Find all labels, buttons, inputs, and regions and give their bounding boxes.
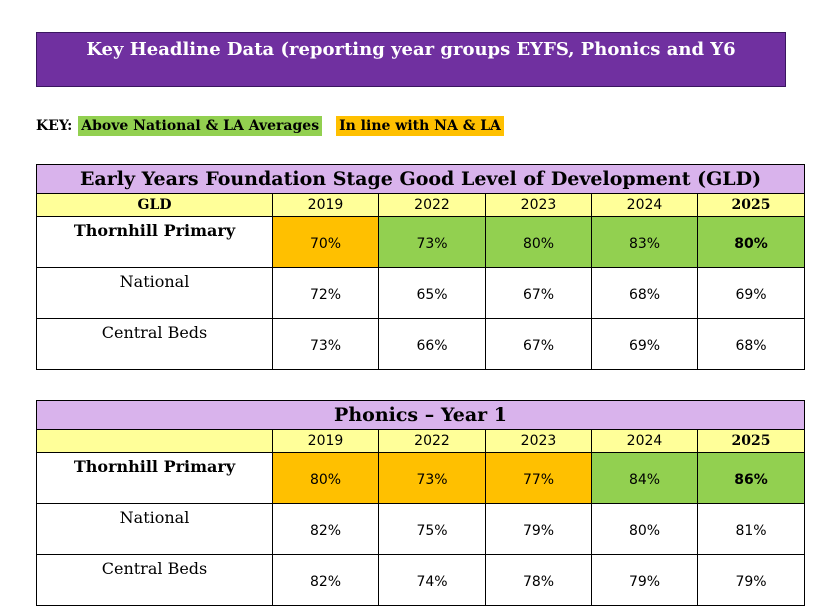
eyfs-year-header: 2023 [485,193,592,217]
row-label-central-beds: Central Beds [36,554,273,606]
value-cell: 80% [591,503,698,555]
value-cell: 82% [272,554,379,606]
value-cell: 72% [272,267,379,319]
phonics-year-header: 2023 [485,429,592,453]
table-row: Central Beds 73% 66% 67% 69% 68% [36,318,806,370]
phonics-table-title: Phonics – Year 1 [35,400,806,430]
value-cell: 70% [272,216,379,268]
table-row: National 72% 65% 67% 68% 69% [36,267,806,319]
color-key: KEY: Above National & LA Averages In lin… [36,116,504,136]
value-cell: 69% [591,318,698,370]
eyfs-header-label: GLD [36,193,273,217]
value-cell: 77% [485,452,592,504]
value-cell: 68% [591,267,698,319]
value-cell: 73% [378,452,486,504]
phonics-year-header: 2024 [591,429,698,453]
value-cell: 83% [591,216,698,268]
eyfs-year-header: 2024 [591,193,698,217]
value-cell: 66% [378,318,486,370]
value-cell: 79% [485,503,592,555]
value-cell: 73% [272,318,379,370]
value-cell: 67% [485,267,592,319]
eyfs-year-header: 2022 [378,193,486,217]
key-label: KEY: [36,118,73,134]
page-title-banner: Key Headline Data (reporting year groups… [36,32,786,87]
phonics-table: Phonics – Year 1 2019 2022 2023 2024 202… [35,400,806,606]
eyfs-year-header: 2025 [696,193,806,217]
row-label-school: Thornhill Primary [36,216,273,268]
phonics-year-header: 2019 [272,429,379,453]
value-cell: 65% [378,267,486,319]
page-title: Key Headline Data (reporting year groups… [86,39,736,60]
row-label-national: National [36,267,273,319]
key-above-average: Above National & LA Averages [78,116,323,136]
phonics-year-header: 2025 [696,429,806,453]
phonics-year-header: 2022 [378,429,486,453]
value-cell: 79% [696,554,806,606]
value-cell: 69% [696,267,806,319]
value-cell: 84% [591,452,698,504]
value-cell: 67% [485,318,592,370]
value-cell: 79% [591,554,698,606]
eyfs-table: Early Years Foundation Stage Good Level … [35,164,806,370]
row-label-central-beds: Central Beds [36,318,273,370]
eyfs-year-header: 2019 [272,193,379,217]
value-cell: 78% [485,554,592,606]
table-row: Central Beds 82% 74% 78% 79% 79% [36,554,806,606]
value-cell: 80% [696,216,806,268]
value-cell: 81% [696,503,806,555]
row-label-school: Thornhill Primary [36,452,273,504]
eyfs-table-title: Early Years Foundation Stage Good Level … [35,164,806,194]
table-row: Thornhill Primary 70% 73% 80% 83% 80% [36,216,806,268]
table-row: Thornhill Primary 80% 73% 77% 84% 86% [36,452,806,504]
phonics-header-label [36,429,273,453]
value-cell: 74% [378,554,486,606]
key-in-line: In line with NA & LA [336,116,504,136]
value-cell: 75% [378,503,486,555]
row-label-national: National [36,503,273,555]
value-cell: 68% [696,318,806,370]
value-cell: 73% [378,216,486,268]
table-row: National 82% 75% 79% 80% 81% [36,503,806,555]
value-cell: 82% [272,503,379,555]
value-cell: 80% [272,452,379,504]
value-cell: 80% [485,216,592,268]
value-cell: 86% [696,452,806,504]
